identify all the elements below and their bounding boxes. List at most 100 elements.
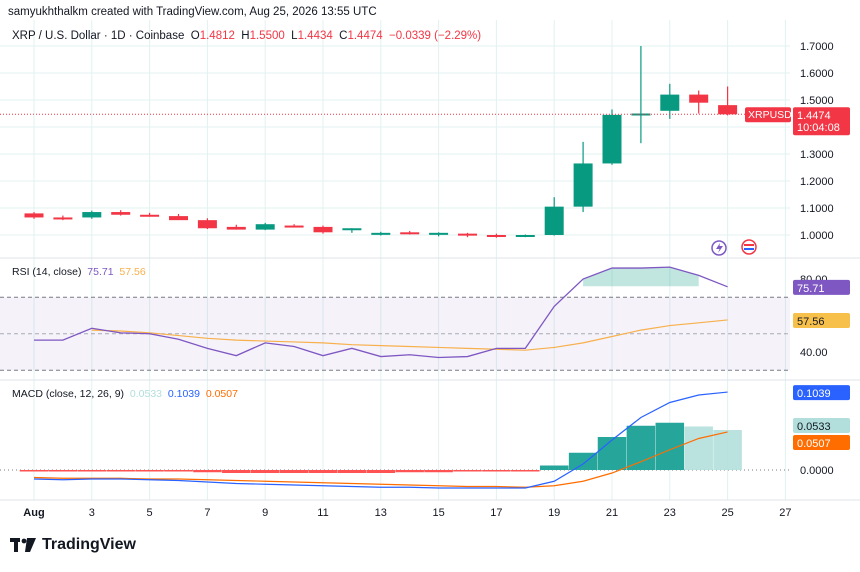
candle-body bbox=[111, 212, 131, 215]
symbol-tag-text: XRPUSD bbox=[748, 109, 792, 121]
macd-hist-value: 0.0533 bbox=[129, 388, 163, 400]
candle-body bbox=[226, 226, 246, 230]
candle-body bbox=[82, 212, 102, 218]
rsi-ma-value: 57.56 bbox=[119, 266, 146, 278]
event-us-flag-icon bbox=[744, 248, 754, 250]
date-tick-label: 15 bbox=[432, 507, 444, 519]
macd-pane bbox=[0, 391, 790, 489]
tradingview-logo-icon bbox=[10, 538, 36, 552]
rsi-tag bbox=[793, 279, 850, 295]
macd-histogram-bar bbox=[511, 470, 540, 472]
macd-histogram-bar bbox=[308, 470, 338, 473]
date-tick-label: 9 bbox=[262, 507, 268, 519]
price-tick-label: 1.1000 bbox=[800, 203, 834, 215]
macd-histogram-bar bbox=[395, 470, 424, 473]
macd-hist-tag-text: 0.0533 bbox=[797, 421, 831, 433]
rsi-tick-label: 40.00 bbox=[800, 347, 828, 359]
macd-hist-tag bbox=[793, 418, 850, 434]
event-us-flag-icon bbox=[744, 244, 754, 246]
macd-signal-line bbox=[33, 431, 728, 488]
date-tick-label: 19 bbox=[548, 507, 560, 519]
candle-body bbox=[544, 206, 564, 235]
price-tick-label: 1.7000 bbox=[800, 41, 834, 53]
candle-body bbox=[458, 233, 477, 236]
macd-histogram-bar bbox=[568, 452, 598, 470]
rsi-pane bbox=[0, 266, 790, 371]
low-label: L bbox=[291, 30, 298, 42]
open-value: 1.4812 bbox=[199, 30, 235, 42]
price-tick-label: 1.3000 bbox=[800, 149, 834, 161]
macd-histogram-bar bbox=[193, 470, 222, 473]
candle-body bbox=[602, 114, 622, 164]
candle-body bbox=[660, 94, 680, 111]
candle-body bbox=[197, 220, 217, 229]
candle-body bbox=[140, 214, 160, 217]
candle-body bbox=[515, 235, 535, 237]
candle-body bbox=[429, 232, 449, 235]
candle-body bbox=[400, 232, 420, 235]
macd-label: MACD (close, 12, 26, 9) bbox=[12, 388, 125, 400]
header-attribution: samyukhthalkm created with TradingView.c… bbox=[8, 6, 377, 18]
macd-histogram-bar bbox=[539, 465, 569, 470]
date-tick-label: 17 bbox=[490, 507, 502, 519]
macd-histogram-bar bbox=[453, 470, 482, 472]
low-value: 1.4434 bbox=[297, 30, 333, 42]
macd-histogram-bar bbox=[597, 437, 627, 470]
macd-line bbox=[33, 391, 728, 489]
macd-histogram-bar bbox=[164, 470, 193, 472]
date-tick-label: Aug bbox=[23, 507, 44, 519]
price-tag-text: 1.4474 bbox=[797, 110, 831, 122]
brand-name: TradingView bbox=[42, 536, 136, 553]
close-label: C bbox=[339, 30, 348, 42]
macd-histogram-bar bbox=[337, 470, 367, 473]
macd-histogram-bar bbox=[366, 470, 396, 473]
macd-histogram-bar bbox=[135, 470, 164, 472]
open-label: O bbox=[190, 30, 200, 42]
symbol-legend: XRP / U.S. Dollar · 1D · Coinbase O1.481… bbox=[12, 30, 481, 42]
event-flash-icon bbox=[716, 243, 723, 253]
price-tag-text: 10:04:08 bbox=[797, 122, 840, 134]
symbol-tag bbox=[745, 107, 791, 123]
price-tag bbox=[793, 107, 850, 136]
tradingview-logo[interactable]: TradingView bbox=[10, 536, 136, 554]
candle-body bbox=[631, 113, 651, 116]
event-us-flag-icon bbox=[741, 239, 757, 255]
rsi-tag-text: 75.71 bbox=[797, 283, 825, 295]
date-tick-label: 27 bbox=[779, 507, 791, 519]
candle-body bbox=[255, 224, 275, 230]
date-tick-label: 25 bbox=[721, 507, 733, 519]
macd-histogram-bar bbox=[48, 470, 78, 472]
macd-histogram-bar bbox=[482, 470, 511, 472]
rsi-label: RSI (14, close) bbox=[12, 266, 82, 278]
candle-body bbox=[342, 228, 362, 231]
candle-body bbox=[169, 216, 188, 221]
close-value: 1.4474 bbox=[347, 30, 383, 42]
candle-body bbox=[371, 232, 391, 235]
candle-body bbox=[24, 213, 44, 218]
candle-body bbox=[718, 105, 738, 115]
candle-body bbox=[486, 235, 506, 237]
date-tick-label: 13 bbox=[375, 507, 387, 519]
macd-histogram-bar bbox=[424, 470, 453, 473]
high-value: 1.5500 bbox=[249, 30, 285, 42]
macd-histogram-bar bbox=[626, 425, 656, 470]
rsi-overbought-fill bbox=[583, 267, 699, 287]
macd-signal-tag bbox=[793, 434, 850, 450]
macd-tag bbox=[793, 385, 850, 401]
candle-body bbox=[284, 225, 304, 228]
price-tick-label: 1.0000 bbox=[800, 230, 834, 242]
candle-body bbox=[573, 163, 593, 207]
macd-signal-tag-text: 0.0507 bbox=[797, 438, 831, 450]
date-tick-label: 3 bbox=[89, 507, 95, 519]
price-pane bbox=[0, 46, 790, 256]
macd-tick-label: 0.0000 bbox=[800, 465, 834, 477]
candle-body bbox=[313, 226, 333, 233]
macd-histogram-bar bbox=[713, 430, 742, 470]
price-tick-label: 1.6000 bbox=[800, 68, 834, 80]
date-tick-label: 5 bbox=[147, 507, 153, 519]
rsi-ma-tag bbox=[793, 312, 850, 328]
price-tick-label: 1.5000 bbox=[800, 95, 834, 107]
macd-histogram-bar bbox=[77, 470, 107, 472]
